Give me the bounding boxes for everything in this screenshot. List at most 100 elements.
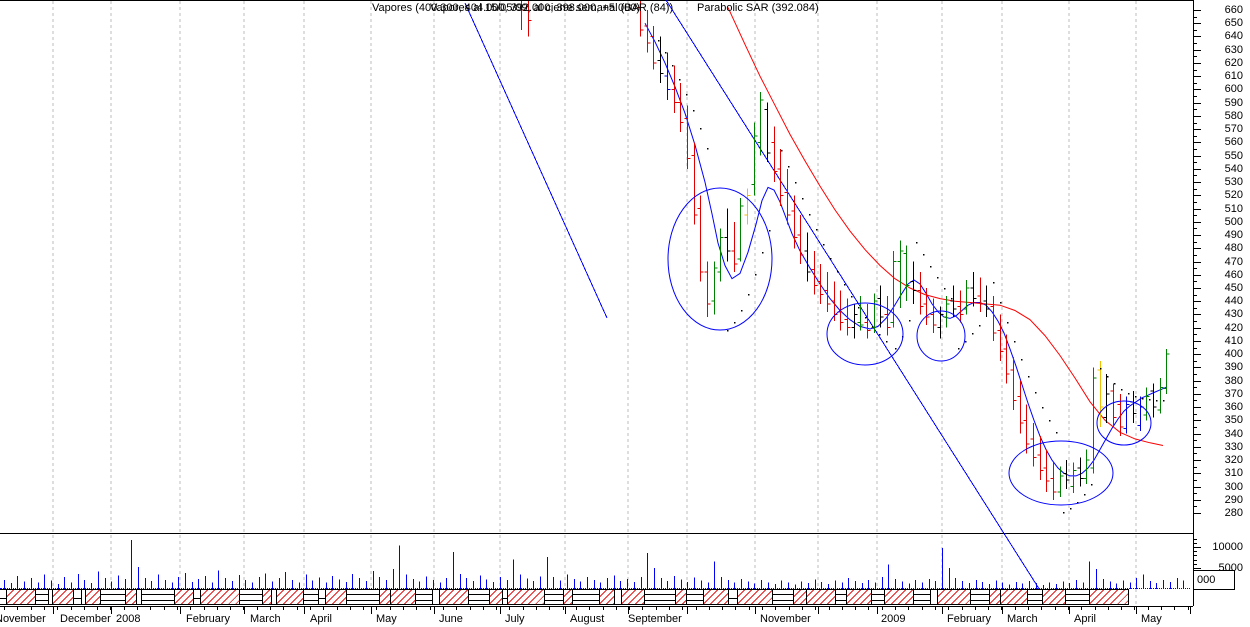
price-tick-label: 490 <box>1224 229 1243 242</box>
price-tick-label: 610 <box>1224 70 1243 83</box>
ribbon-hatched-segment <box>52 589 74 605</box>
ribbon-hatched-segment <box>1089 589 1129 605</box>
price-tick-label: 380 <box>1224 374 1243 387</box>
price-tick-label: 410 <box>1224 334 1243 347</box>
parabolic-sar-dot <box>781 150 783 152</box>
date-axis-label: February <box>947 613 992 625</box>
ribbon-box-segment <box>303 589 319 605</box>
ellipse-annotation[interactable] <box>1096 400 1152 446</box>
ribbon-box-segment <box>35 589 49 605</box>
ribbon-box-segment <box>239 589 263 605</box>
price-tick-label: 530 <box>1224 176 1243 189</box>
price-tick-label: 510 <box>1224 202 1243 215</box>
parabolic-sar-dot <box>879 334 881 336</box>
price-tick-label: 430 <box>1224 308 1243 321</box>
ribbon-box-segment <box>141 589 175 605</box>
period-ribbon <box>0 588 1190 605</box>
date-axis-label: August <box>570 613 605 625</box>
price-tick-label: 630 <box>1224 43 1243 56</box>
price-tick-label: 300 <box>1224 480 1243 493</box>
price-tick-label: 370 <box>1224 387 1243 400</box>
price-tick-label: 590 <box>1224 96 1243 109</box>
date-axis-label: December <box>60 613 111 625</box>
ribbon-hatched-segment <box>703 589 729 605</box>
parabolic-sar-dot <box>944 288 946 290</box>
ribbon-box-segment <box>970 589 990 605</box>
parabolic-sar-dot <box>748 294 750 296</box>
ellipse-annotation[interactable] <box>916 310 966 362</box>
price-tick-label: 290 <box>1224 493 1243 506</box>
price-tick-label: 550 <box>1224 149 1243 162</box>
ribbon-hatched-segment <box>599 589 615 605</box>
date-axis-label: March <box>1007 613 1038 625</box>
ribbon-box-segment <box>686 589 704 605</box>
ribbon-hatched-segment <box>884 589 914 605</box>
ribbon-hatched-segment <box>806 589 836 605</box>
price-tick-label: 360 <box>1224 401 1243 414</box>
ribbon-box-segment <box>644 589 676 605</box>
chart-title-text: Parabolic SAR (392.084) <box>697 2 819 14</box>
parabolic-sar-dot <box>1035 392 1037 394</box>
parabolic-sar-dot <box>1000 302 1002 304</box>
price-tick-label: 320 <box>1224 454 1243 467</box>
parabolic-sar-dot <box>909 320 911 322</box>
ribbon-hatched-segment <box>737 589 773 605</box>
ribbon-hatched-segment <box>507 589 545 605</box>
ribbon-box-segment <box>346 589 380 605</box>
date-axis-label: May <box>376 613 397 625</box>
parabolic-sar-dot <box>1149 399 1151 401</box>
parabolic-sar-dot <box>858 307 860 309</box>
ribbon-box-segment <box>572 589 600 605</box>
chart-title-text: Vapores (400.300, 404.000, 392.000, 398.… <box>372 2 640 14</box>
ellipse-annotation[interactable] <box>1008 440 1114 506</box>
ribbon-box-segment <box>913 589 931 605</box>
parabolic-sar-dot <box>930 266 932 268</box>
date-axis-label: July <box>505 613 525 625</box>
date-axis-label: 2008 <box>116 613 141 625</box>
price-tick-label: 440 <box>1224 295 1243 308</box>
trendline-annotation[interactable] <box>665 0 1044 596</box>
parabolic-sar-dot <box>1028 376 1030 378</box>
ribbon-hatched-segment <box>1042 589 1066 605</box>
parabolic-sar-dot <box>895 348 897 350</box>
price-tick-label: 310 <box>1224 467 1243 480</box>
ribbon-box-segment <box>1027 589 1043 605</box>
parabolic-sar-dot <box>762 252 764 254</box>
parabolic-sar-dot <box>844 284 846 286</box>
parabolic-sar-dot <box>958 348 960 350</box>
ribbon-hatched-segment <box>325 589 347 605</box>
parabolic-sar-dot <box>1049 420 1051 422</box>
parabolic-sar-dot <box>1084 494 1086 496</box>
date-axis-label: April <box>1074 613 1097 625</box>
parabolic-sar-dot <box>1135 396 1137 398</box>
parabolic-sar-dot <box>1056 432 1058 434</box>
parabolic-sar-dot <box>886 341 888 343</box>
ribbon-box-segment <box>100 589 126 605</box>
parabolic-sar-dot <box>993 282 995 284</box>
parabolic-sar-dot <box>1070 508 1072 510</box>
ellipse-annotation[interactable] <box>826 302 904 366</box>
price-tick-label: 330 <box>1224 440 1243 453</box>
parabolic-sar-dot <box>1142 398 1144 400</box>
ellipse-annotation[interactable] <box>667 187 773 331</box>
ribbon-box-segment <box>468 589 490 605</box>
price-tick-label: 580 <box>1224 109 1243 122</box>
price-tick-label: 460 <box>1224 268 1243 281</box>
parabolic-sar-dot <box>872 326 874 328</box>
price-tick-label: 470 <box>1224 255 1243 268</box>
parabolic-sar-dot <box>972 333 974 335</box>
price-tick-label: 540 <box>1224 162 1243 175</box>
date-axis-label: April <box>310 613 333 625</box>
price-tick-label: 640 <box>1224 30 1243 43</box>
parabolic-sar-dot <box>916 242 918 244</box>
parabolic-sar-dot <box>665 52 667 54</box>
ribbon-hatched-segment <box>379 589 391 605</box>
ribbon-hatched-segment <box>621 589 645 605</box>
ribbon-hatched-segment <box>439 589 469 605</box>
date-axis-label: March <box>250 613 281 625</box>
trendline-annotation[interactable] <box>464 2 608 319</box>
price-tick-label: 350 <box>1224 414 1243 427</box>
